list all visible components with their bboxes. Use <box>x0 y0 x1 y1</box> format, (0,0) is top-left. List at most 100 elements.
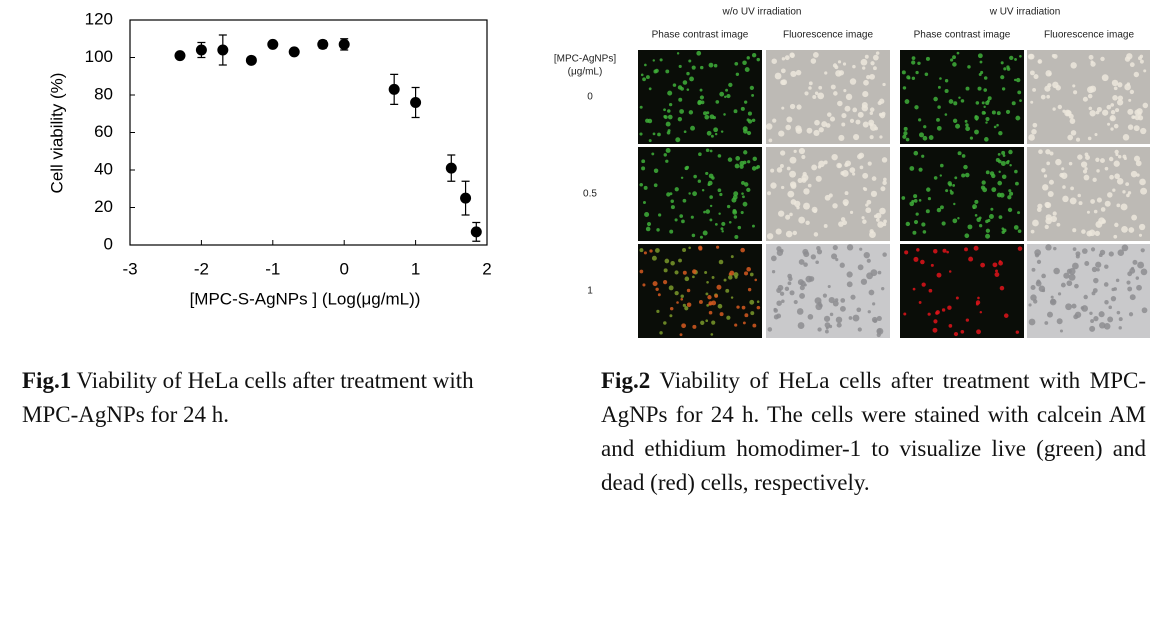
cell <box>1113 86 1118 91</box>
cell <box>713 63 718 68</box>
cell <box>644 212 650 218</box>
cell <box>646 221 652 227</box>
x-tick-label: -1 <box>265 259 280 278</box>
cell <box>1035 280 1042 287</box>
cell <box>1102 109 1109 116</box>
cell <box>950 58 954 62</box>
cell <box>831 153 838 161</box>
cell <box>776 313 782 319</box>
cell <box>779 164 784 168</box>
cell <box>869 231 876 238</box>
cell <box>829 312 834 317</box>
data-point <box>470 226 482 238</box>
cell <box>1001 150 1006 155</box>
cell <box>1015 330 1020 334</box>
cell <box>1112 95 1118 101</box>
cell <box>810 254 816 260</box>
cell <box>1063 272 1070 279</box>
cell <box>941 308 946 312</box>
cell <box>652 281 658 287</box>
cell <box>1094 230 1100 237</box>
cell <box>785 124 792 131</box>
cell <box>945 189 949 193</box>
cell <box>874 126 879 131</box>
cell <box>706 280 709 284</box>
cell <box>1009 164 1012 167</box>
cell <box>701 189 705 192</box>
cell <box>1031 267 1036 272</box>
cell <box>672 83 677 87</box>
cell <box>964 119 968 123</box>
cell <box>944 89 949 94</box>
cell <box>1111 79 1119 87</box>
cell <box>1088 106 1093 111</box>
cell <box>1045 202 1052 209</box>
cell <box>875 218 880 222</box>
cell <box>830 84 836 90</box>
cell <box>1014 57 1017 61</box>
cell <box>676 52 680 55</box>
cell <box>822 293 827 298</box>
cell <box>1028 303 1032 307</box>
cell <box>1052 81 1059 89</box>
column-label: Fluorescence image <box>783 30 873 41</box>
cell <box>1135 160 1142 167</box>
cell <box>1134 114 1141 121</box>
cell <box>925 56 930 61</box>
cell <box>1066 280 1073 287</box>
cell <box>710 134 714 138</box>
data-point <box>410 97 422 108</box>
cell <box>642 77 646 82</box>
cell <box>1116 178 1124 185</box>
cell <box>1090 61 1096 67</box>
cell <box>1100 158 1105 164</box>
cell <box>1090 319 1095 324</box>
cell <box>1100 207 1106 212</box>
cell <box>1046 94 1051 99</box>
cell <box>1082 96 1088 102</box>
cell <box>985 100 990 106</box>
cell <box>1116 99 1124 106</box>
cell <box>952 55 956 60</box>
cell <box>709 204 713 208</box>
cell <box>718 259 724 265</box>
cell <box>979 60 983 64</box>
cell <box>686 302 692 308</box>
cell <box>849 118 855 124</box>
cell <box>800 280 806 287</box>
cell <box>1044 321 1049 325</box>
cell <box>639 269 644 274</box>
cell <box>881 111 886 116</box>
cell <box>811 206 818 213</box>
cell <box>679 214 684 218</box>
cell <box>922 230 927 234</box>
cell <box>798 259 805 265</box>
cell <box>1113 234 1118 239</box>
cell <box>1104 300 1109 305</box>
cell <box>1128 312 1134 317</box>
cell <box>935 310 940 315</box>
cell <box>751 118 756 123</box>
cell <box>682 198 687 203</box>
cell <box>688 246 691 250</box>
cell <box>1133 125 1140 132</box>
cell <box>862 219 867 224</box>
cell <box>1126 193 1130 198</box>
cell <box>813 129 820 137</box>
cell <box>861 216 865 220</box>
cell <box>1130 170 1138 178</box>
cell <box>872 318 878 324</box>
cell <box>644 63 647 67</box>
cell <box>680 176 684 180</box>
cell <box>840 298 846 303</box>
cell <box>972 206 976 210</box>
cell <box>666 192 671 197</box>
cell <box>708 62 714 68</box>
cell <box>749 299 755 305</box>
cell <box>728 82 733 88</box>
cell <box>1117 82 1123 88</box>
cell <box>655 287 659 291</box>
cell <box>749 272 754 277</box>
cell <box>1132 259 1138 265</box>
cell <box>1033 74 1039 80</box>
